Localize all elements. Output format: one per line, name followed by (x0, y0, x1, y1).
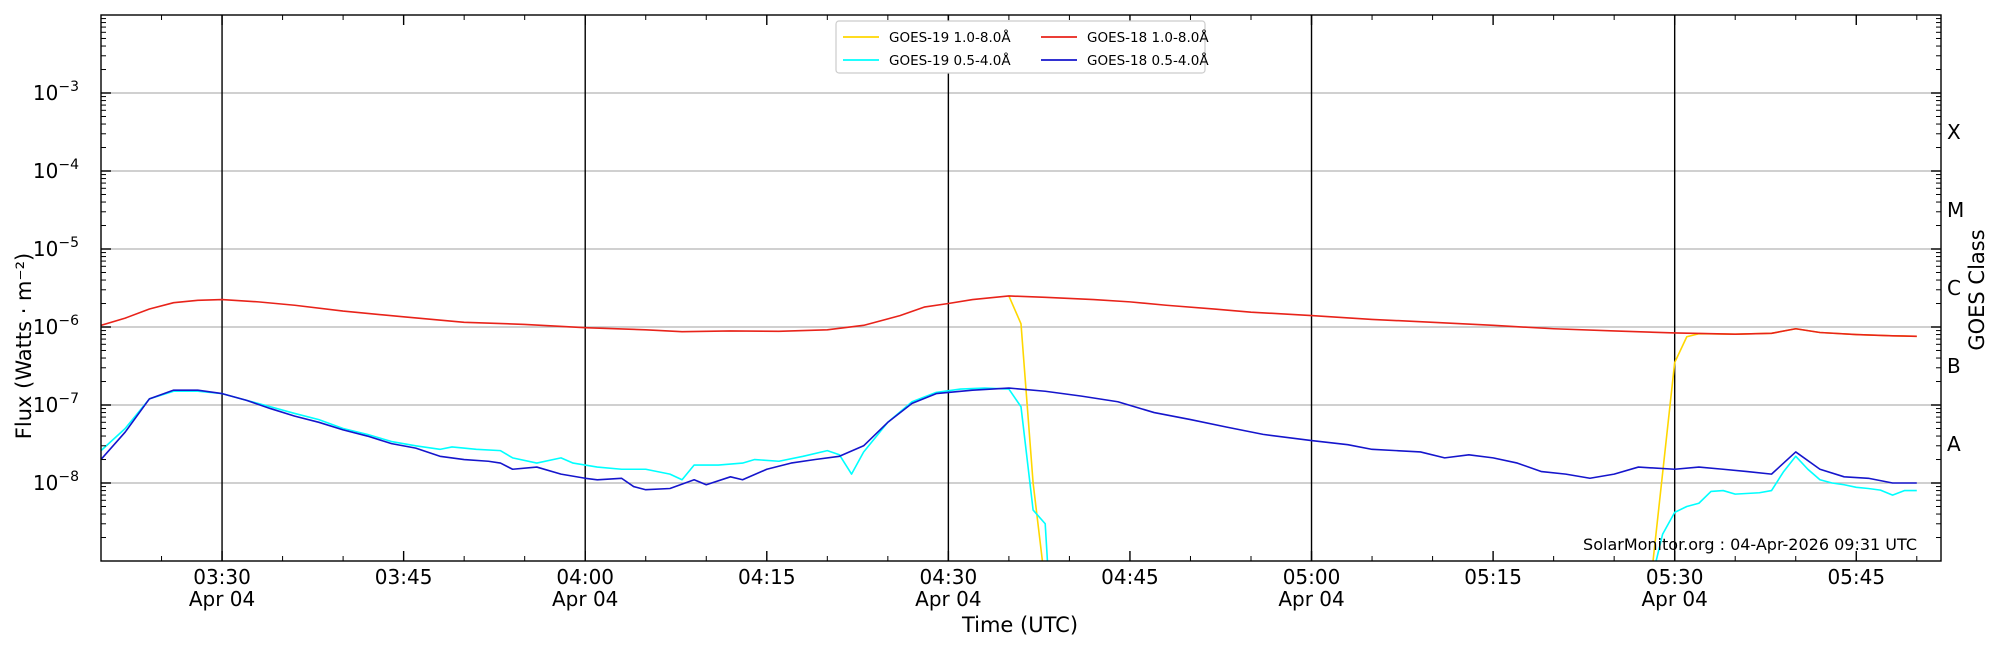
legend: GOES-19 1.0-8.0Å GOES-19 0.5-4.0Å GOES-18 … (835, 20, 1209, 74)
x-tick-date-label: Apr 04 (189, 587, 255, 611)
x-tick-label: 05:45 (1827, 565, 1885, 589)
series-line (101, 387, 1917, 561)
y-tick-label: 10−8 (33, 469, 79, 495)
x-tick-date-label: Apr 04 (1641, 587, 1707, 611)
legend-label: GOES-18 0.5-4.0Å (1087, 52, 1209, 69)
x-tick-date-label: Apr 04 (552, 587, 618, 611)
x-tick-label: 04:00 (556, 565, 614, 589)
series-lines (101, 295, 1917, 561)
goes-class-label: A (1947, 432, 1961, 456)
x-tick-label: 04:30 (920, 565, 978, 589)
x-tick-label: 03:30 (193, 565, 251, 589)
x-tick-label: 04:15 (738, 565, 796, 589)
series-line (101, 387, 1917, 491)
plot-frame (100, 14, 1942, 562)
x-tick-label: 05:30 (1646, 565, 1704, 589)
x-tick-label: 05:00 (1283, 565, 1341, 589)
legend-label: GOES-18 1.0-8.0Å (1087, 29, 1209, 46)
x-tick-label: 05:15 (1464, 565, 1522, 589)
source-annotation: SolarMonitor.org : 04-Apr-2026 09:31 UTC (1583, 535, 1917, 554)
goes-class-axis-label: GOES Class (1965, 229, 1989, 350)
grid-lines (101, 15, 1941, 561)
goes-class-label: C (1947, 276, 1961, 300)
goes-class-label: X (1947, 120, 1961, 144)
x-tick-date-label: Apr 04 (1278, 587, 1344, 611)
y-tick-label: 10−5 (33, 235, 79, 261)
x-tick-date-label: Apr 04 (915, 587, 981, 611)
legend-label: GOES-19 1.0-8.0Å (889, 29, 1011, 46)
x-tick-label: 04:45 (1101, 565, 1159, 589)
x-axis-label: Time (UTC) (961, 613, 1078, 637)
legend-label: GOES-19 0.5-4.0Å (889, 52, 1011, 69)
legend-box (835, 20, 1206, 74)
y-tick-label: 10−7 (33, 391, 79, 417)
goes-class-label: B (1947, 354, 1961, 378)
y-tick-label: 10−4 (33, 157, 79, 183)
y-tick-label: 10−3 (33, 79, 79, 105)
x-tick-label: 03:45 (375, 565, 433, 589)
y-axis-label: Flux (Watts · m⁻²) (12, 253, 36, 439)
y-tick-label: 10−6 (33, 313, 79, 339)
series-line (101, 295, 1917, 338)
goes-class-label: M (1947, 198, 1964, 222)
